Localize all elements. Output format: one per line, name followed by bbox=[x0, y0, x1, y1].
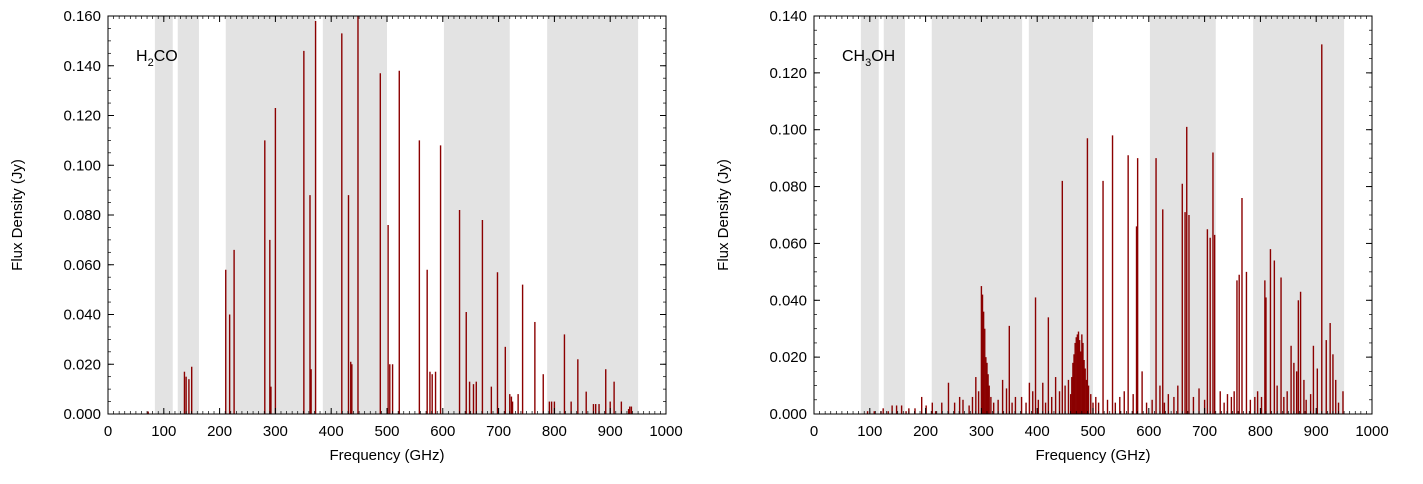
x-tick-label: 0 bbox=[104, 423, 112, 440]
y-tick-label: 0.000 bbox=[63, 406, 101, 423]
x-tick-label: 800 bbox=[542, 423, 567, 440]
y-tick-label: 0.140 bbox=[769, 8, 807, 25]
x-tick-label: 500 bbox=[374, 423, 399, 440]
y-tick-label: 0.120 bbox=[63, 108, 101, 125]
shaded-band bbox=[547, 16, 639, 414]
x-tick-label: 1000 bbox=[649, 423, 682, 440]
y-axis-label: Flux Density (Jy) bbox=[9, 159, 26, 271]
shaded-band bbox=[860, 16, 879, 414]
y-tick-label: 0.020 bbox=[769, 349, 807, 366]
x-tick-label: 200 bbox=[913, 423, 938, 440]
x-tick-label: 200 bbox=[207, 423, 232, 440]
y-tick-label: 0.080 bbox=[63, 207, 101, 224]
x-tick-label: 0 bbox=[810, 423, 818, 440]
y-tick-label: 0.100 bbox=[769, 122, 807, 139]
h2co-spectrum-chart: 0 100 200 300 400 500 600 700 800 900 1000 0.000 0.0… bbox=[9, 8, 683, 464]
x-tick-label: 600 bbox=[1136, 423, 1161, 440]
ch3oh-spectrum-chart: 0 100 200 300 400 500 600 700 800 900 1000 0.000 0.0… bbox=[715, 8, 1389, 464]
x-tick-label: 600 bbox=[430, 423, 455, 440]
shaded-band bbox=[931, 16, 1023, 414]
x-tick-label: 800 bbox=[1248, 423, 1273, 440]
shaded-band bbox=[883, 16, 905, 414]
y-tick-label: 0.020 bbox=[63, 356, 101, 373]
x-tick-label: 400 bbox=[319, 423, 344, 440]
x-tick-label: 700 bbox=[1192, 423, 1217, 440]
x-tick-label: 500 bbox=[1080, 423, 1105, 440]
species-label: H2CO bbox=[136, 48, 178, 69]
x-tick-label: 900 bbox=[1304, 423, 1329, 440]
y-tick-label: 0.140 bbox=[63, 58, 101, 75]
x-tick-label: 1000 bbox=[1355, 423, 1388, 440]
x-tick-label: 100 bbox=[151, 423, 176, 440]
y-tick-label: 0.080 bbox=[769, 179, 807, 196]
x-tick-label: 400 bbox=[1025, 423, 1050, 440]
x-tick-label: 900 bbox=[598, 423, 623, 440]
x-axis-label: Frequency (GHz) bbox=[329, 447, 444, 464]
shaded-band bbox=[154, 16, 173, 414]
y-tick-label: 0.000 bbox=[769, 406, 807, 423]
y-tick-label: 0.100 bbox=[63, 157, 101, 174]
shaded-band bbox=[322, 16, 387, 414]
y-tick-label: 0.060 bbox=[63, 257, 101, 274]
species-label: CH3OH bbox=[842, 48, 895, 69]
y-tick-label: 0.060 bbox=[769, 235, 807, 252]
y-axis-label: Flux Density (Jy) bbox=[715, 159, 732, 271]
y-tick-label: 0.040 bbox=[63, 307, 101, 324]
y-tick-label: 0.160 bbox=[63, 8, 101, 25]
shaded-band bbox=[225, 16, 317, 414]
x-axis-label: Frequency (GHz) bbox=[1035, 447, 1150, 464]
y-tick-label: 0.040 bbox=[769, 292, 807, 309]
shaded-band bbox=[177, 16, 199, 414]
x-tick-label: 300 bbox=[263, 423, 288, 440]
x-tick-label: 700 bbox=[486, 423, 511, 440]
x-tick-label: 100 bbox=[857, 423, 882, 440]
shaded-band bbox=[443, 16, 510, 414]
y-tick-label: 0.120 bbox=[769, 65, 807, 82]
x-tick-label: 300 bbox=[969, 423, 994, 440]
